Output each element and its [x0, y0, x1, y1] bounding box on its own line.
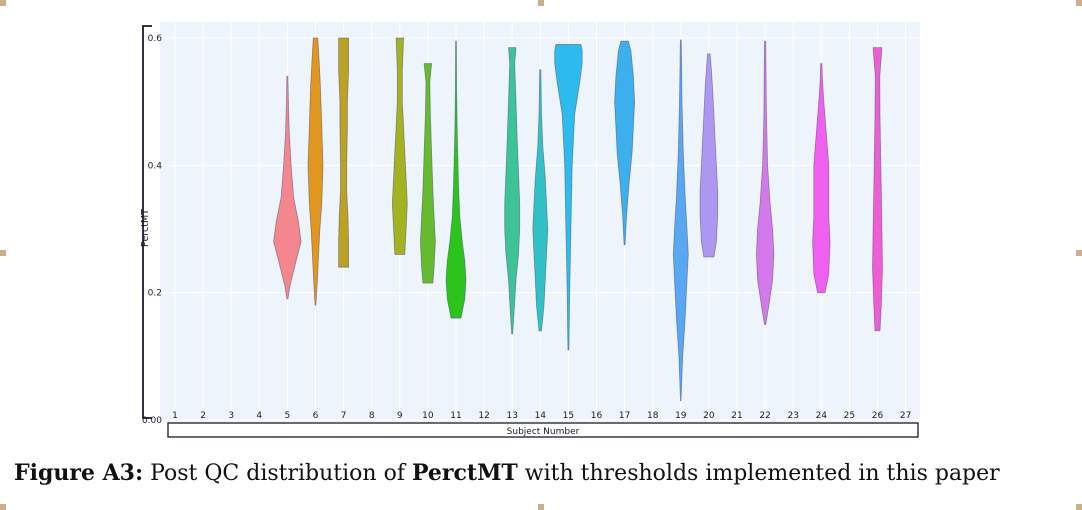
x-tick-label: 21 — [731, 411, 742, 421]
corner-mark-top-mid — [538, 0, 544, 6]
violin-subject-20 — [699, 53, 718, 258]
caption-highlight: PerctMT — [411, 460, 518, 486]
x-tick-label: 20 — [703, 411, 715, 421]
y-tick-label: 0.00 — [142, 416, 162, 426]
violin-subject-24 — [812, 63, 831, 294]
violin-subject-10 — [420, 63, 436, 284]
violin-subject-15 — [554, 44, 583, 351]
violin-subject-6 — [307, 37, 324, 306]
violin-subject-19 — [672, 39, 689, 402]
x-axis-label: Subject Number — [507, 427, 580, 437]
x-tick-label: 5 — [285, 411, 291, 421]
corner-mark-top-left — [0, 0, 6, 6]
x-tick-label: 10 — [422, 411, 434, 421]
x-axis-box — [167, 422, 919, 438]
violin-group — [273, 37, 883, 402]
violin-subject-13 — [504, 47, 521, 335]
y-tick-label: 0.6 — [148, 34, 163, 44]
y-axis-bracket — [142, 25, 152, 419]
axes — [142, 25, 919, 438]
caption-text-before: Post QC distribution of — [143, 461, 412, 486]
x-tick-label: 14 — [535, 411, 547, 421]
x-tick-label: 16 — [591, 411, 603, 421]
x-tick-label: 2 — [200, 411, 206, 421]
y-tick-label: 0.4 — [148, 161, 163, 171]
violin-subject-11 — [445, 40, 467, 319]
caption-label: Figure A3: — [14, 460, 144, 486]
x-tick-label: 17 — [619, 411, 630, 421]
violin-subject-17 — [614, 40, 635, 246]
violin-subject-22 — [756, 40, 775, 325]
x-tick-label: 11 — [450, 411, 461, 421]
violin-subject-26 — [872, 47, 883, 332]
y-tick-label: 0.2 — [148, 289, 162, 299]
x-tick-label: 6 — [313, 411, 319, 421]
violin-subject-5 — [273, 75, 302, 300]
x-tick-label: 4 — [256, 411, 262, 421]
corner-mark-right-mid — [1076, 250, 1082, 256]
corner-mark-left-mid — [0, 250, 6, 256]
violin-subject-14 — [532, 69, 549, 332]
violin-subject-9 — [391, 37, 408, 255]
x-tick-label: 8 — [369, 411, 375, 421]
x-tick-label: 1 — [172, 411, 178, 421]
violin-subject-7 — [338, 37, 349, 268]
x-tick-label: 12 — [478, 411, 489, 421]
x-tick-label: 27 — [900, 411, 911, 421]
x-tick-label: 19 — [675, 411, 687, 421]
x-tick-label: 25 — [844, 411, 855, 421]
x-tick-label: 7 — [341, 411, 347, 421]
x-tick-label: 15 — [563, 411, 574, 421]
x-tick-label: 26 — [872, 411, 884, 421]
x-tick-label: 3 — [228, 411, 234, 421]
y-axis-label: PerctMT — [140, 209, 151, 247]
x-tick-label: 22 — [759, 411, 770, 421]
corner-mark-bottom-right — [1076, 504, 1082, 510]
x-tick-label: 13 — [506, 411, 517, 421]
x-tick-label: 24 — [816, 411, 828, 421]
figure-caption: Figure A3: Post QC distribution of Perct… — [14, 460, 1074, 486]
corner-mark-bottom-left — [0, 504, 6, 510]
x-tick-labels: 1 2 3 4 5 6 7 8 9 10 11 12 13 14 15 16 17 18 19 20 21 22 23 24 2… — [172, 411, 911, 421]
corner-mark-top-right — [1076, 0, 1082, 6]
y-tick-labels: 0.00 0.2 0.4 0.6 — [142, 34, 162, 426]
caption-text-after: with thresholds implemented in this pape… — [517, 461, 1000, 486]
x-tick-label: 9 — [397, 411, 403, 421]
x-tick-label: 23 — [787, 411, 798, 421]
corner-mark-bottom-mid — [538, 504, 544, 510]
x-tick-label: 18 — [647, 411, 659, 421]
